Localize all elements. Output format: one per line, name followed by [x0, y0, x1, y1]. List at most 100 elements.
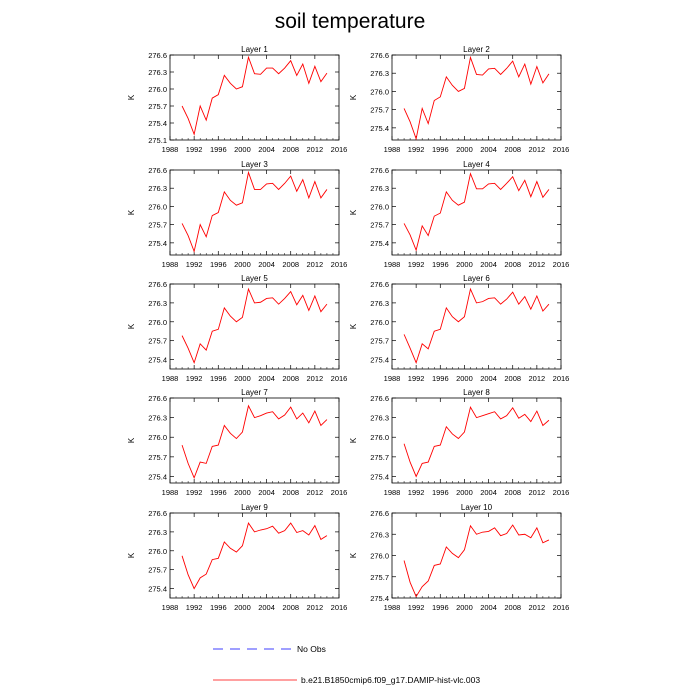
panel-title: Layer 8 — [463, 388, 490, 397]
panel-title: Layer 9 — [241, 503, 268, 512]
y-tick-label: 276.0 — [370, 202, 389, 211]
y-tick-label: 275.7 — [148, 566, 167, 575]
y-tick-label: 275.7 — [370, 106, 389, 115]
x-tick-label: 2004 — [258, 603, 275, 612]
panel-grid: Layer 1 K 1988 1992 1996 2000 2004 2008 2012 2016… — [127, 45, 569, 612]
plot-frame — [169, 397, 340, 484]
x-tick-label: 2016 — [331, 260, 348, 269]
x-tick-label: 1996 — [210, 260, 227, 269]
x-tick-label: 2004 — [480, 603, 497, 612]
x-tick-label: 2012 — [529, 260, 546, 269]
panel-layer-3: Layer 3 K 1988 1992 1996 2000 2004 2008 2012 2016… — [127, 160, 347, 269]
y-tick-label: 276.3 — [148, 528, 167, 537]
panel-layer-8: Layer 8 K 1988 1992 1996 2000 2004 2008 2012 2016… — [349, 388, 569, 497]
x-tick-label: 2008 — [282, 145, 299, 154]
x-tick-label: 2008 — [282, 488, 299, 497]
y-tick-label: 276.3 — [148, 299, 167, 308]
x-tick-label: 2004 — [480, 488, 497, 497]
x-tick-label: 2008 — [282, 603, 299, 612]
panel-title: Layer 7 — [241, 388, 268, 397]
y-axis-label: K — [349, 552, 358, 558]
y-tick-label: 275.7 — [370, 221, 389, 230]
x-tick-label: 2016 — [553, 260, 570, 269]
x-tick-label: 2004 — [258, 488, 275, 497]
panel-layer-10: Layer 10 K 1988 1992 1996 2000 2004 2008 2012 201… — [349, 503, 569, 612]
series-line — [181, 55, 328, 136]
y-tick-label: 276.3 — [370, 299, 389, 308]
y-tick-label: 276.6 — [148, 509, 167, 518]
legend-obs-label: No Obs — [297, 644, 326, 654]
x-tick-label: 1992 — [186, 374, 203, 383]
x-tick-label: 2008 — [282, 374, 299, 383]
x-tick-label: 2004 — [258, 374, 275, 383]
x-tick-label: 2016 — [331, 603, 348, 612]
series-line — [181, 170, 328, 253]
plot-frame — [169, 283, 340, 370]
panel-title: Layer 5 — [241, 274, 268, 283]
plot-frame — [391, 397, 562, 484]
plot-frame — [169, 512, 340, 599]
x-tick-label: 1988 — [162, 145, 179, 154]
y-tick-label: 275.7 — [148, 453, 167, 462]
x-tick-label: 2000 — [456, 603, 473, 612]
x-tick-label: 2012 — [307, 260, 324, 269]
series-line — [403, 55, 550, 141]
x-tick-label: 2004 — [480, 374, 497, 383]
y-tick-label: 276.3 — [370, 414, 389, 423]
x-tick-label: 2008 — [504, 488, 521, 497]
panel-layer-5: Layer 5 K 1988 1992 1996 2000 2004 2008 2012 2016… — [127, 274, 347, 383]
x-tick-label: 2000 — [234, 374, 251, 383]
panel-title: Layer 2 — [463, 45, 490, 54]
x-tick-label: 2000 — [234, 488, 251, 497]
y-tick-label: 275.4 — [370, 356, 389, 365]
y-tick-label: 275.4 — [148, 356, 167, 365]
x-tick-label: 1996 — [432, 603, 449, 612]
series-line — [403, 287, 550, 365]
x-tick-label: 2008 — [504, 145, 521, 154]
y-tick-label: 276.3 — [148, 68, 167, 77]
x-tick-label: 1988 — [162, 488, 179, 497]
x-tick-label: 1996 — [432, 260, 449, 269]
y-axis-label: K — [127, 437, 136, 443]
y-tick-label: 276.6 — [148, 394, 167, 403]
y-tick-label: 276.6 — [370, 166, 389, 175]
x-tick-label: 2000 — [456, 488, 473, 497]
y-tick-label: 275.7 — [370, 453, 389, 462]
series-line — [403, 172, 550, 252]
x-tick-label: 2016 — [553, 603, 570, 612]
x-tick-label: 1996 — [432, 488, 449, 497]
x-tick-label: 1992 — [186, 488, 203, 497]
x-tick-label: 1992 — [408, 488, 425, 497]
x-tick-label: 1988 — [384, 145, 401, 154]
x-tick-label: 1988 — [384, 488, 401, 497]
y-axis-label: K — [127, 209, 136, 215]
x-tick-label: 1992 — [408, 374, 425, 383]
y-tick-label: 276.6 — [148, 280, 167, 289]
x-tick-label: 2016 — [553, 145, 570, 154]
y-axis-label: K — [349, 94, 358, 100]
y-tick-label: 276.6 — [370, 509, 389, 518]
y-tick-label: 276.3 — [148, 414, 167, 423]
y-axis-label: K — [349, 209, 358, 215]
legend — [213, 648, 297, 681]
y-axis-label: K — [349, 323, 358, 329]
x-tick-label: 2004 — [258, 145, 275, 154]
x-tick-label: 2008 — [504, 374, 521, 383]
y-tick-label: 276.0 — [370, 87, 389, 96]
y-tick-label: 276.6 — [370, 280, 389, 289]
y-tick-label: 276.0 — [148, 318, 167, 327]
y-tick-label: 275.4 — [148, 119, 167, 128]
x-tick-label: 2012 — [529, 374, 546, 383]
x-tick-label: 1996 — [210, 145, 227, 154]
series-line — [181, 522, 328, 590]
y-tick-label: 275.4 — [148, 585, 167, 594]
y-tick-label: 275.7 — [370, 337, 389, 346]
x-tick-label: 2004 — [480, 260, 497, 269]
x-tick-label: 2000 — [234, 145, 251, 154]
y-tick-label: 275.4 — [370, 594, 389, 603]
x-tick-label: 2016 — [331, 488, 348, 497]
y-tick-label: 275.7 — [148, 102, 167, 111]
y-tick-label: 276.0 — [148, 202, 167, 211]
panel-title: Layer 6 — [463, 274, 490, 283]
y-tick-label: 275.4 — [370, 239, 389, 248]
